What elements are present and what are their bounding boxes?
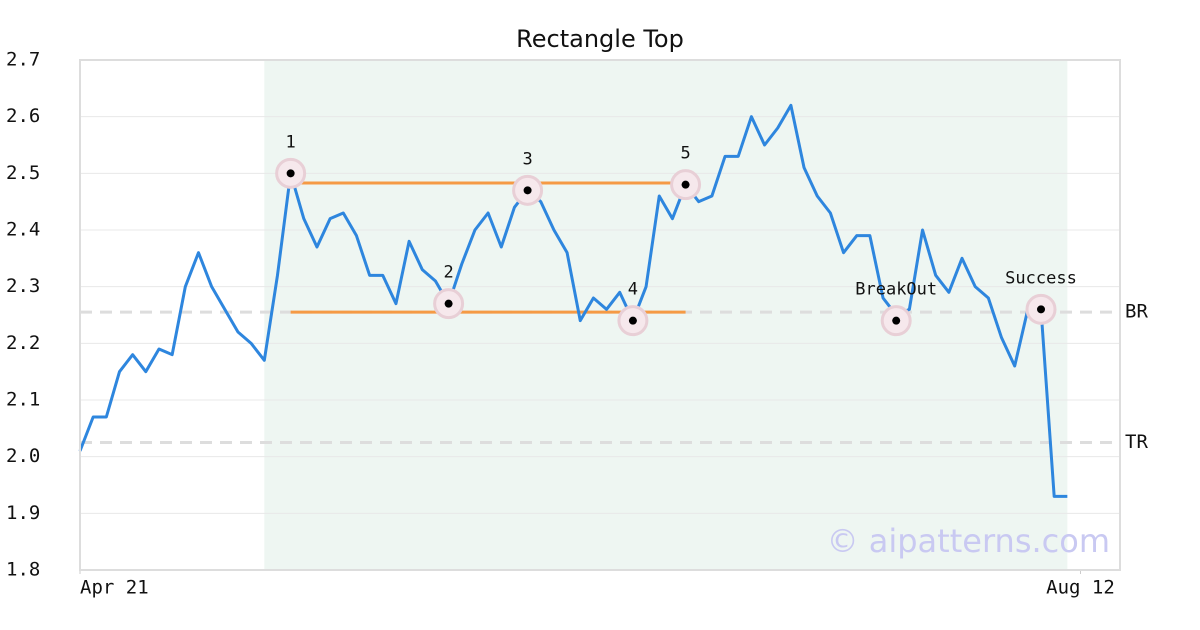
- watermark: © aipatterns.com: [827, 522, 1110, 560]
- marker-label: Success: [1005, 268, 1077, 288]
- marker-label: 4: [628, 280, 638, 300]
- chart-title: Rectangle Top: [516, 25, 684, 53]
- x-tick-label: Aug 12: [1046, 577, 1115, 599]
- marker-label: 5: [680, 144, 690, 164]
- shaded-range: [264, 60, 1068, 570]
- y-tick-label: 2.6: [6, 105, 40, 127]
- marker-dot: [892, 316, 901, 325]
- level-label: TR: [1125, 431, 1148, 453]
- marker-dot: [286, 169, 295, 178]
- y-tick-label: 2.4: [6, 219, 40, 241]
- marker-label: 2: [443, 263, 453, 283]
- marker-dot: [444, 299, 453, 308]
- marker-dot: [681, 180, 690, 189]
- y-tick-label: 2.5: [6, 162, 40, 184]
- level-label: BR: [1125, 301, 1148, 323]
- y-tick-label: 1.9: [6, 502, 40, 524]
- marker-label: BreakOut: [855, 280, 937, 300]
- y-tick-label: 2.0: [6, 445, 40, 467]
- y-tick-label: 2.1: [6, 389, 40, 411]
- y-tick-label: 1.8: [6, 559, 40, 581]
- marker-dot: [628, 316, 637, 325]
- y-tick-label: 2.2: [6, 332, 40, 354]
- marker-dot: [1037, 305, 1046, 314]
- marker-label: 1: [286, 132, 296, 152]
- marker-dot: [523, 186, 532, 195]
- y-tick-label: 2.7: [6, 49, 40, 71]
- x-tick-label: Apr 21: [80, 577, 149, 599]
- marker-label: 3: [522, 149, 532, 169]
- y-tick-label: 2.3: [6, 275, 40, 297]
- plot-frame: [79, 59, 1121, 571]
